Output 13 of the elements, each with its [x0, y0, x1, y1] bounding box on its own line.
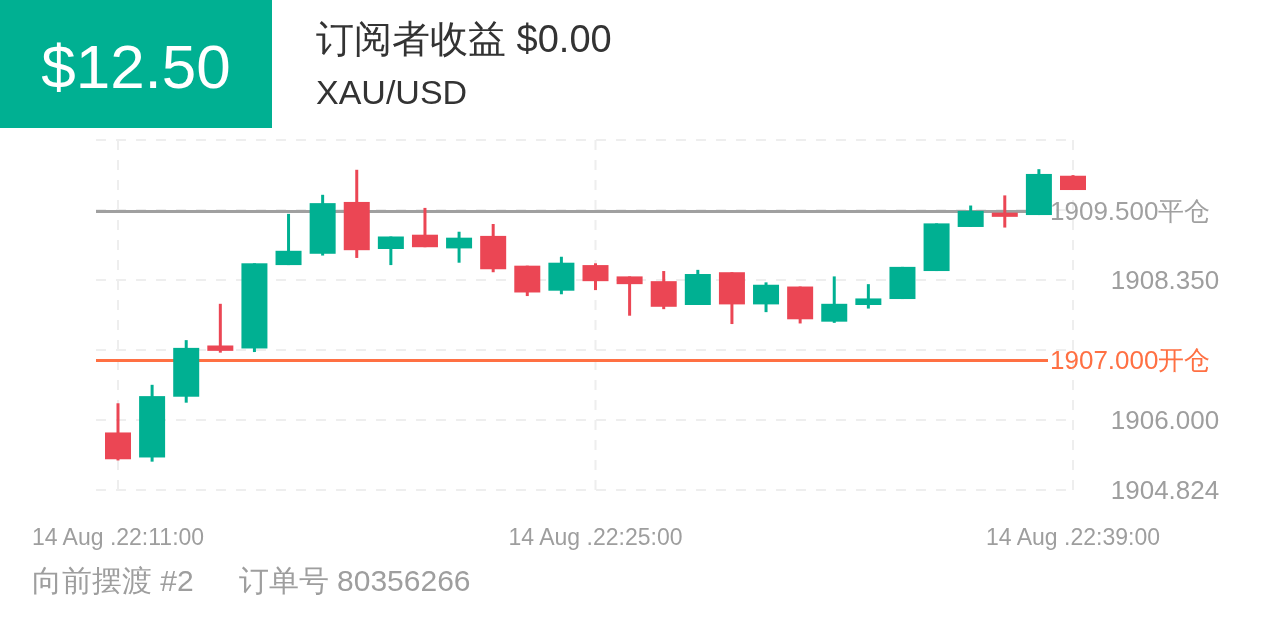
x-tick-label: 14 Aug .22:25:00 — [508, 524, 683, 550]
x-tick-label: 14 Aug .22:11:00 — [31, 524, 205, 550]
ref-line-label: 1909.500平仓 — [1050, 196, 1211, 227]
chart-subtitle: XAU/USD — [316, 73, 468, 111]
y-tick-label: 1904.824 — [1110, 475, 1220, 505]
badge: $12.50 — [0, 0, 272, 128]
chart-title: 订阅者收益 $0.00 — [316, 18, 612, 60]
y-tick-label: 1908.350 — [1110, 264, 1220, 295]
text: 向前摆渡 #2 — [32, 564, 194, 597]
x-tick-label: 14 Aug .22:39:00 — [986, 524, 1160, 550]
text: 订单号 80356266 — [238, 564, 471, 597]
ref-line-label: 1907.000开仓 — [1050, 345, 1211, 376]
y-tick-label: 1906.000 — [1110, 404, 1220, 435]
